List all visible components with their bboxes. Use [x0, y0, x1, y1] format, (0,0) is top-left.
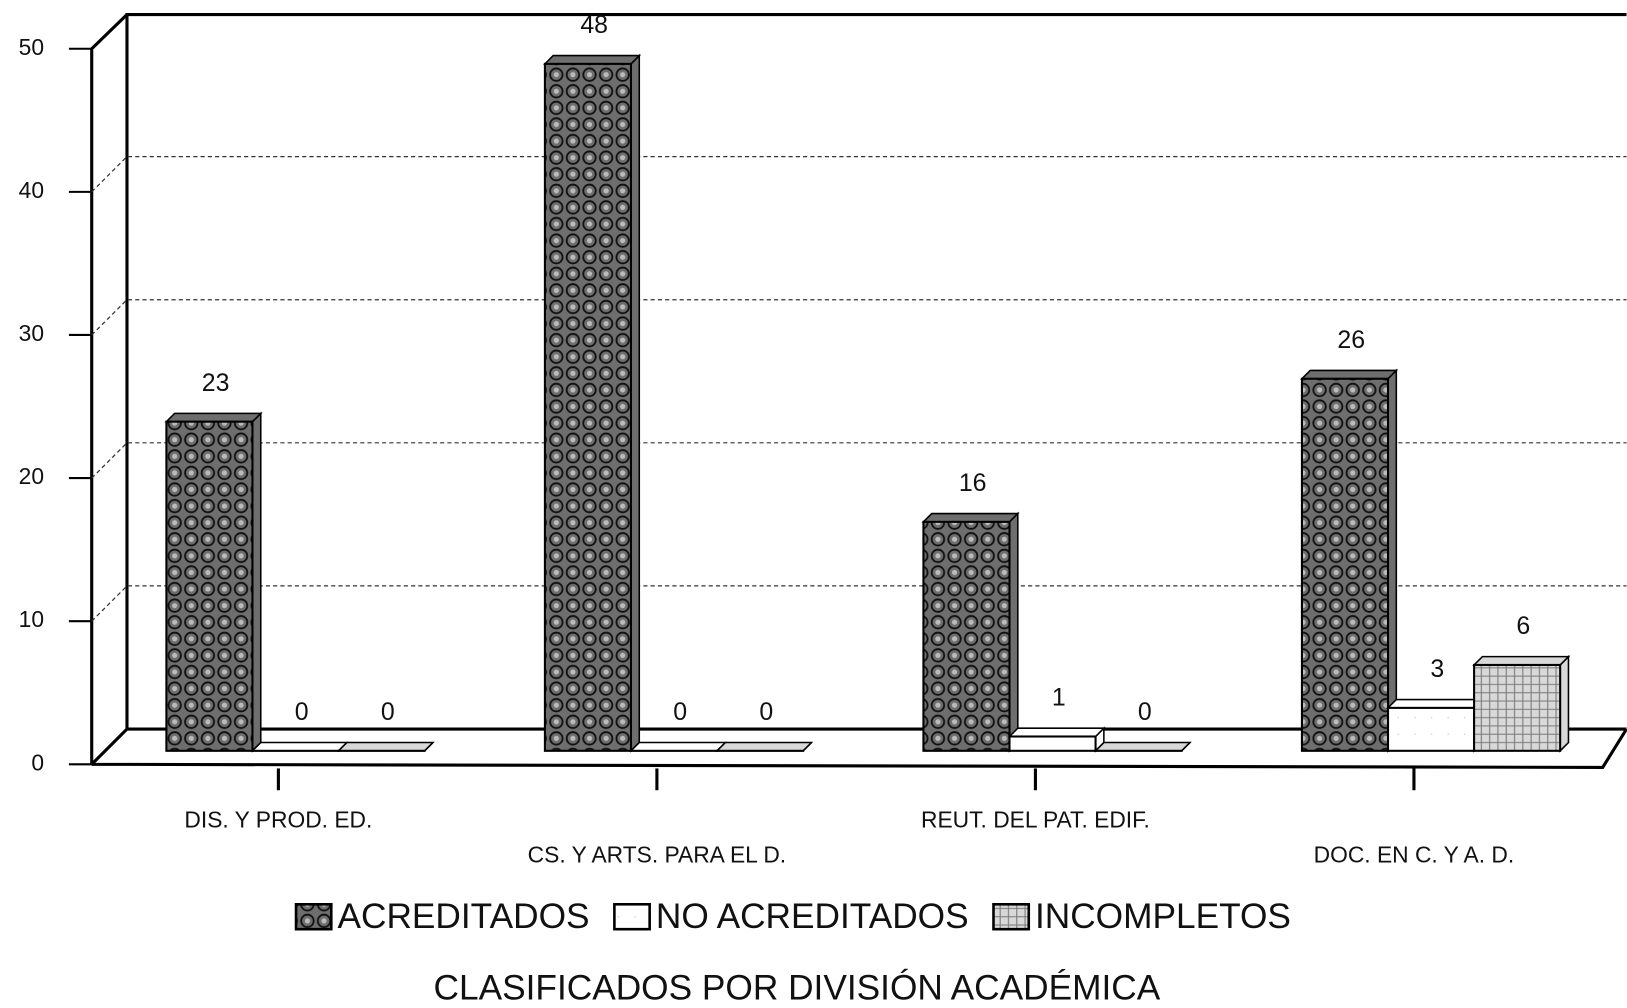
y-tick-label: 40	[19, 177, 44, 203]
x-tick-label: DIS. Y PROD. ED.	[184, 806, 372, 832]
bar	[1473, 663, 1562, 752]
value-label: 1	[1052, 684, 1066, 712]
bar-top	[1472, 655, 1571, 666]
legend-swatch	[613, 902, 651, 931]
value-label: 0	[381, 698, 395, 726]
legend-swatch	[992, 902, 1031, 931]
bar	[922, 520, 1011, 752]
bar-side	[1559, 654, 1570, 753]
y-tick-label: 20	[19, 463, 44, 489]
bar-top	[715, 741, 814, 752]
bar-top	[1300, 369, 1399, 380]
value-label: 0	[295, 698, 309, 726]
x-tick-label: CS. Y ARTS. PARA EL D.	[528, 842, 786, 868]
bar-top	[629, 741, 728, 752]
value-label: 0	[1138, 698, 1152, 726]
grid-line	[91, 585, 1627, 622]
x-tick-label: REUT. DEL PAT. EDIF.	[921, 806, 1150, 832]
bar-top	[1386, 698, 1485, 709]
bar-top	[1093, 741, 1192, 752]
legend-label: INCOMPLETOS	[1035, 897, 1291, 936]
bar-side	[251, 411, 262, 753]
bar	[1008, 735, 1097, 752]
value-label: 6	[1516, 612, 1530, 640]
back-wall	[125, 12, 1627, 730]
bar-side	[1387, 368, 1398, 753]
value-label: 0	[759, 698, 773, 726]
grid-line	[91, 442, 1627, 479]
y-tick-label: 50	[19, 34, 44, 60]
y-tick-label: 0	[31, 749, 44, 775]
bar-top	[336, 741, 435, 752]
left-wall	[90, 13, 129, 765]
bar-top	[164, 412, 263, 423]
x-tick-label: DOC. EN C. Y A. D.	[1314, 842, 1515, 868]
value-label: 48	[580, 11, 608, 39]
y-tick-label: 10	[19, 606, 44, 632]
value-label: 26	[1337, 326, 1365, 354]
y-tick-label: 30	[19, 320, 44, 346]
value-label: 16	[959, 469, 987, 497]
value-label: 23	[202, 369, 230, 397]
bar	[1300, 377, 1390, 752]
bar	[1386, 706, 1476, 752]
bar-side	[630, 53, 641, 753]
value-label: 0	[673, 698, 687, 726]
floor	[90, 727, 1627, 769]
bar-top	[921, 512, 1020, 523]
legend-swatch	[294, 902, 333, 931]
legend-label: ACREDITADOS	[338, 897, 590, 936]
bar	[165, 420, 254, 752]
bar-top	[250, 741, 349, 752]
bar-top	[543, 54, 642, 65]
grid-line	[91, 155, 1627, 193]
bar	[543, 62, 633, 752]
grid-line	[91, 299, 1627, 336]
legend-label: NO ACREDITADOS	[656, 897, 969, 936]
bar-top	[1007, 727, 1106, 738]
value-label: 3	[1430, 655, 1444, 683]
bar-side	[1008, 511, 1019, 753]
chart-title: CLASIFICADOS POR DIVISIÓN ACADÉMICA	[434, 969, 1161, 1008]
